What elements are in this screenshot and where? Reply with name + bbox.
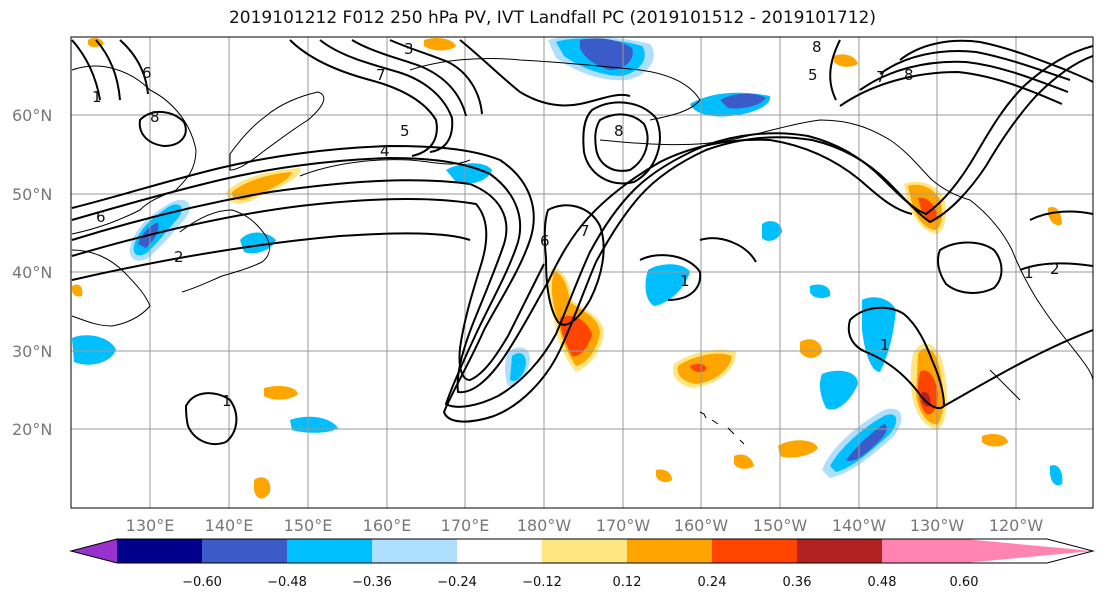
colorbar-tick-label: −0.36 — [352, 575, 392, 590]
graticule — [71, 37, 1093, 508]
colorbar-segment — [797, 539, 882, 563]
lon-label: 160°W — [674, 516, 729, 535]
contour-label: 1 — [1024, 264, 1034, 282]
colorbar: −0.60 −0.48 −0.36 −0.24 −0.12 0.12 0.24 … — [69, 538, 1095, 590]
colorbar-outline — [69, 538, 1095, 564]
colorbar-segment — [117, 539, 202, 563]
contour-label: 1 — [880, 336, 890, 354]
contour-label: 1 — [92, 88, 102, 106]
colorbar-tick-label: −0.60 — [182, 575, 222, 590]
contour-label: 6 — [540, 232, 550, 250]
contour-label: 7 — [376, 66, 386, 84]
contour-label: 1 — [680, 272, 690, 290]
lat-label: 60°N — [12, 106, 52, 125]
contour-label: 3 — [404, 40, 414, 58]
contour-label: 8 — [614, 122, 624, 140]
lon-label: 130°W — [910, 516, 965, 535]
colorbar-tick-label: 0.48 — [868, 575, 897, 590]
plot-title: 2019101212 F012 250 hPa PV, IVT Landfall… — [228, 8, 876, 28]
contour-label: 8 — [150, 108, 160, 126]
colorbar-segment — [372, 539, 457, 563]
colorbar-tick-label: −0.12 — [522, 575, 562, 590]
contour-label: 4 — [380, 142, 390, 160]
map-frame — [70, 36, 1094, 509]
colorbar-tick-label: 0.36 — [783, 575, 812, 590]
lat-label: 20°N — [12, 420, 52, 439]
colorbar-tick-label: −0.24 — [437, 575, 477, 590]
contour-label-layer: 8 6 2 4 5 6 3 7 8 7 8 8 5 6 7 1 1 1 1 1 … — [92, 38, 1060, 410]
lon-label: 140°E — [205, 516, 254, 535]
lat-label: 50°N — [12, 185, 52, 204]
lon-label: 150°E — [284, 516, 333, 535]
contour-label: 2 — [174, 248, 184, 266]
colorbar-segment — [542, 539, 627, 563]
coastlines — [71, 57, 1093, 445]
lat-label: 30°N — [12, 342, 52, 361]
colorbar-tick-label: 0.24 — [698, 575, 727, 590]
colorbar-segment — [627, 539, 712, 563]
colorbar-tick-label: −0.48 — [267, 575, 307, 590]
contour-label: 7 — [580, 222, 590, 240]
colorbar-segment — [457, 539, 542, 563]
contour-label: 5 — [400, 122, 410, 140]
lon-label: 130°E — [126, 516, 175, 535]
contour-label: 8 — [812, 38, 822, 56]
lon-label: 180°W — [517, 516, 572, 535]
lon-label: 150°W — [753, 516, 808, 535]
lon-label: 160°E — [363, 516, 412, 535]
lon-label: 170°E — [441, 516, 490, 535]
lon-label: 170°W — [596, 516, 651, 535]
colorbar-segment — [287, 539, 372, 563]
contour-label: 1 — [222, 392, 232, 410]
colorbar-extend-max — [964, 539, 1093, 563]
contour-label: 5 — [808, 66, 818, 84]
contour-label: 8 — [904, 66, 914, 84]
colorbar-extend-min — [71, 539, 117, 563]
lat-label: 40°N — [12, 263, 52, 282]
contour-label: 2 — [1050, 260, 1060, 278]
colorbar-tick-label: 0.12 — [613, 575, 642, 590]
colorbar-segment — [882, 539, 964, 563]
colorbar-segment — [712, 539, 797, 563]
contour-label: 6 — [142, 64, 152, 82]
lon-label: 140°W — [832, 516, 887, 535]
contour-label: 6 — [96, 208, 106, 226]
lat-axis: 20°N 30°N 40°N 50°N 60°N — [12, 106, 52, 439]
lon-axis: 130°E 140°E 150°E 160°E 170°E 180°W 170°… — [126, 516, 1044, 535]
colorbar-tick-label: 0.60 — [950, 575, 979, 590]
lon-label: 120°W — [989, 516, 1044, 535]
contour-label: 7 — [876, 68, 886, 86]
pv-contours — [71, 39, 1093, 445]
colorbar-segment — [202, 539, 287, 563]
